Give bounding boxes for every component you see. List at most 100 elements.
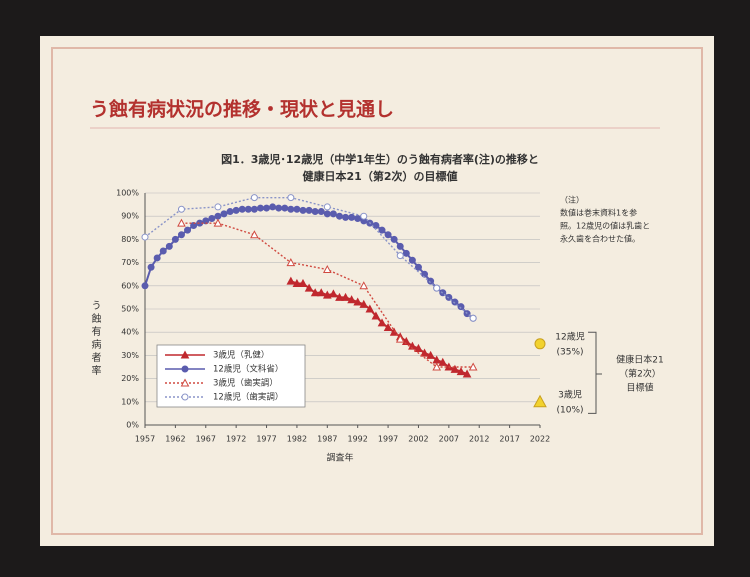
chart-title: 図1．3歳児･12歳児（中学1年生）のう蝕有病者率(注)の推移と: [221, 152, 539, 166]
data-point: [286, 258, 296, 267]
data-point: [220, 210, 228, 218]
target-note: 健康日本21: [616, 353, 663, 365]
target-label: (35%): [556, 347, 583, 357]
data-point: [286, 276, 296, 285]
y-tick-label: 30%: [121, 351, 139, 360]
data-point: [359, 299, 369, 308]
x-tick-label: 1972: [226, 435, 246, 444]
data-point: [462, 369, 472, 378]
data-point: [353, 297, 363, 306]
x-tick-label: 1982: [287, 435, 307, 444]
data-point: [275, 204, 283, 212]
x-tick-label: 1957: [135, 435, 155, 444]
data-point: [378, 226, 386, 234]
data-point: [256, 204, 264, 212]
data-point: [298, 278, 308, 287]
data-point: [147, 263, 155, 271]
data-point: [432, 362, 442, 371]
y-tick-label: 80%: [121, 235, 139, 244]
data-point: [177, 218, 186, 227]
y-tick-label: 60%: [121, 281, 139, 290]
data-point: [426, 350, 435, 359]
data-point: [359, 281, 369, 290]
data-point: [305, 206, 313, 214]
x-tick-label: 2002: [408, 435, 428, 444]
data-point: [348, 213, 356, 221]
target-marker: [533, 394, 547, 408]
data-point: [335, 212, 343, 220]
data-point: [420, 348, 429, 357]
data-point: [360, 212, 368, 220]
chart-note: （注）: [560, 195, 584, 205]
legend-marker: [181, 393, 189, 401]
chart-note: 永久歯を合わせた値。: [560, 234, 640, 244]
data-point: [329, 289, 338, 298]
series-line: [144, 196, 474, 319]
data-point: [427, 277, 435, 285]
chart-note: 数値は巻末資料1を参: [560, 208, 637, 218]
target-marker: [534, 338, 546, 350]
data-point: [153, 254, 161, 262]
data-point: [316, 288, 326, 297]
data-point: [322, 290, 332, 299]
data-point: [384, 231, 392, 239]
data-point: [456, 367, 466, 376]
data-point: [414, 343, 423, 352]
data-point: [304, 283, 314, 292]
data-point: [335, 292, 344, 301]
data-point: [317, 208, 325, 216]
x-tick-label: 2012: [469, 435, 489, 444]
data-point: [329, 210, 337, 218]
data-point: [171, 235, 179, 243]
slide: [40, 36, 714, 546]
chart-note: 照。12歳児の値は乳歯と: [560, 221, 650, 231]
x-tick-label: 1977: [256, 435, 276, 444]
data-point: [287, 205, 295, 213]
legend-label: 3歳児（歯実調）: [213, 378, 278, 389]
data-point: [299, 206, 307, 214]
data-point: [390, 235, 398, 243]
data-point: [141, 282, 149, 290]
target-bracket: [588, 331, 602, 414]
data-point: [433, 284, 441, 292]
x-tick-label: 2017: [499, 435, 519, 444]
target-note: （第2次）: [619, 367, 661, 379]
data-point: [232, 206, 240, 214]
data-point: [414, 263, 422, 271]
x-tick-label: 1987: [317, 435, 337, 444]
data-point: [250, 194, 258, 202]
data-point: [347, 295, 356, 304]
data-point: [159, 247, 167, 255]
y-tick-label: 100%: [116, 189, 139, 198]
data-point: [214, 212, 222, 220]
data-point: [383, 323, 393, 332]
target-name: 3歳児: [558, 388, 582, 400]
data-point: [177, 231, 185, 239]
y-tick-label: 40%: [121, 328, 139, 337]
data-point: [408, 256, 416, 264]
y-axis-label: う蝕有病者率: [89, 300, 101, 378]
x-tick-label: 1997: [378, 435, 398, 444]
y-tick-label: 70%: [121, 258, 139, 267]
data-point: [438, 357, 448, 366]
data-point: [184, 226, 192, 234]
data-point: [323, 203, 331, 211]
data-point: [468, 362, 478, 371]
chart-title: 健康日本21（第2次）の目標値: [303, 169, 458, 183]
legend-label: 3歳児（乳健）: [213, 350, 269, 361]
legend-marker: [180, 350, 190, 359]
data-point: [208, 215, 216, 223]
y-tick-label: 90%: [121, 212, 139, 221]
y-tick-label: 0%: [126, 421, 139, 430]
data-point: [342, 213, 350, 221]
data-point: [377, 318, 387, 327]
data-point: [371, 311, 381, 320]
data-point: [311, 208, 319, 216]
x-tick-label: 1967: [196, 435, 216, 444]
data-point: [214, 203, 222, 211]
target-name: 12歳児: [555, 330, 584, 342]
data-point: [250, 205, 258, 213]
data-point: [226, 208, 234, 216]
data-point: [341, 292, 350, 301]
